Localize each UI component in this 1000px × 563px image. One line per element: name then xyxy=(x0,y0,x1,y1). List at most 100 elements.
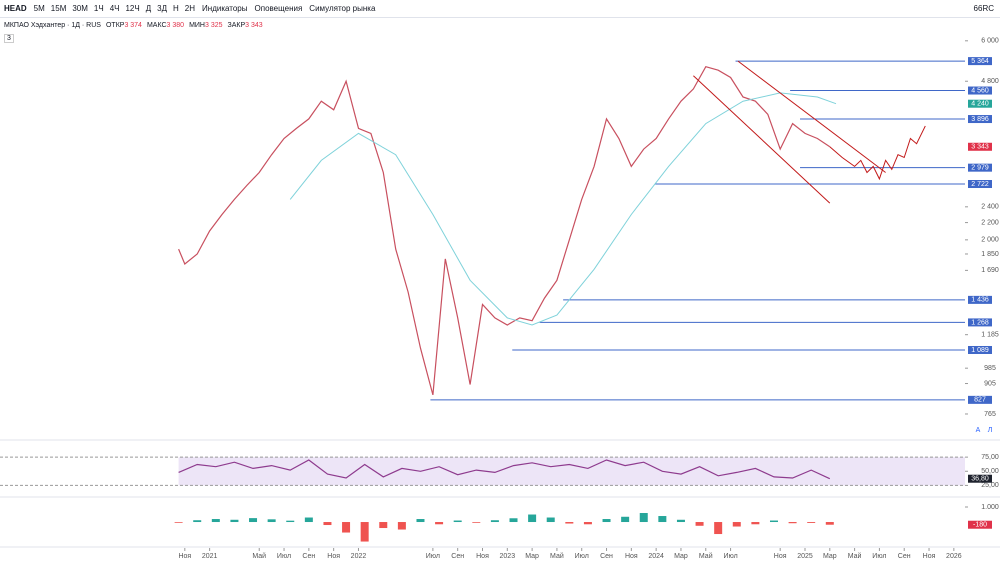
y-tick-label: 1 850 xyxy=(981,251,999,258)
x-tick-label: Мар xyxy=(674,553,688,560)
symbol[interactable]: HEAD xyxy=(4,4,27,13)
x-tick-label: Сен xyxy=(898,553,911,560)
level-tag xyxy=(968,318,992,327)
level-tag xyxy=(968,395,992,404)
y-tick-label: 4 800 xyxy=(981,78,999,85)
histogram-bar xyxy=(230,519,239,523)
x-tick-label: Ноя xyxy=(476,553,489,560)
level-label: 1 268 xyxy=(971,319,989,326)
x-tick-label: 2022 xyxy=(351,553,367,560)
account[interactable]: 66RC xyxy=(973,4,994,13)
histogram-bar xyxy=(509,518,518,523)
x-tick-label: Май xyxy=(252,552,266,560)
histogram-bar xyxy=(658,516,667,523)
price-tag-label: 3 343 xyxy=(971,144,989,151)
interval[interactable]: 15М xyxy=(50,4,67,13)
histogram-bar xyxy=(267,519,276,523)
x-tick-label: Июл xyxy=(575,553,589,560)
histogram-bar xyxy=(676,519,685,523)
x-tick-label: Сен xyxy=(451,553,464,560)
x-tick-label: Ноя xyxy=(923,553,936,560)
interval[interactable]: 2Н xyxy=(184,4,196,13)
ohlc-field: МИН3 325 xyxy=(189,22,222,29)
histogram-bar xyxy=(621,516,630,523)
replay-button[interactable]: Симулятор рынка xyxy=(309,4,376,13)
rsi-band xyxy=(178,457,966,486)
indicators-button[interactable]: Индикаторы xyxy=(202,4,248,13)
level-label: 1 089 xyxy=(971,347,989,354)
histogram-bar xyxy=(193,520,202,523)
level-label: 1 436 xyxy=(971,297,989,304)
histogram-bar xyxy=(528,514,537,523)
series-line xyxy=(829,125,926,181)
interval[interactable]: 1Ч xyxy=(93,4,104,13)
histogram-bar xyxy=(211,519,220,523)
legend: МКПАО Хэдхантер · 1Д · RUS ОТКР3 374 МАКС3… xyxy=(4,22,263,29)
ohlc-field: МАКС3 380 xyxy=(147,22,184,29)
histogram-bar xyxy=(304,517,313,523)
histogram-bar xyxy=(174,522,183,523)
series-line xyxy=(178,459,831,480)
y-tick-label: 25,00 xyxy=(981,482,999,489)
y-tick-label: 2 400 xyxy=(981,204,999,211)
histogram-bar xyxy=(453,520,462,523)
histogram-bar xyxy=(714,522,723,535)
histogram-bar xyxy=(546,517,555,523)
x-tick-label: 2021 xyxy=(202,553,218,560)
alerts-button[interactable]: Оповещения xyxy=(254,4,303,13)
interval[interactable]: 12Ч xyxy=(125,4,140,13)
x-tick-label: Июл xyxy=(872,553,886,560)
histogram-bar xyxy=(286,520,295,523)
x-tick-label: Июл xyxy=(723,553,737,560)
level-label: 827 xyxy=(974,397,986,404)
histogram-bar xyxy=(639,513,648,523)
ohlc-value: 3 325 xyxy=(204,22,223,29)
series-line xyxy=(178,65,831,396)
interval[interactable]: 3Д xyxy=(157,4,168,13)
level-label: 4 560 xyxy=(971,87,989,94)
level-tag xyxy=(968,180,992,189)
x-tick-label: Ноя xyxy=(327,553,340,560)
y-tick-label: 905 xyxy=(984,380,996,387)
histogram-bar xyxy=(435,522,444,525)
histogram-bar xyxy=(602,519,611,523)
intervals: 5М 15М 30М 1Ч 4Ч 12Ч Д 3Д Н 2Н xyxy=(34,4,195,13)
interval[interactable]: 5М xyxy=(33,4,45,13)
price-tag xyxy=(968,99,992,108)
y-tick-label: 1.000 xyxy=(981,504,999,511)
series-line xyxy=(693,75,831,204)
x-tick-label: 2025 xyxy=(797,553,813,560)
level-label: 2 979 xyxy=(971,165,989,172)
x-tick-label: 2026 xyxy=(946,553,962,560)
histogram-bar xyxy=(323,522,332,526)
level-label: 2 722 xyxy=(971,181,989,188)
x-tick-label: Ноя xyxy=(774,553,787,560)
histogram-bar xyxy=(751,522,760,525)
scale-button[interactable]: Л xyxy=(988,427,993,434)
interval[interactable]: 30М xyxy=(72,4,88,13)
y-tick-label: 1 185 xyxy=(981,332,999,339)
interval[interactable]: Д xyxy=(145,4,152,13)
interval[interactable]: 4Ч xyxy=(109,4,120,13)
interval[interactable]: Н xyxy=(173,4,179,13)
price-tag-label: 36,80 xyxy=(971,476,989,483)
level-tag xyxy=(968,295,992,304)
level-tag xyxy=(968,57,992,66)
histogram-bar xyxy=(360,522,369,542)
y-tick-label: 765 xyxy=(984,411,996,418)
ohlc-label: МИН xyxy=(189,22,205,29)
y-tick-label: 50,00 xyxy=(981,468,999,475)
price-tag-label: -180 xyxy=(973,522,987,529)
y-tick-label: 6 000 xyxy=(981,38,999,45)
x-tick-label: Ноя xyxy=(625,553,638,560)
scale-button[interactable]: A xyxy=(976,427,981,434)
histogram-bar xyxy=(825,522,834,525)
badge[interactable]: 3 xyxy=(4,34,14,43)
x-tick-label: Ноя xyxy=(178,553,191,560)
y-tick-label: 75,00 xyxy=(981,454,999,461)
ohlc-value: 3 380 xyxy=(166,22,185,29)
histogram-bar xyxy=(249,518,258,523)
x-tick-label: 2023 xyxy=(500,553,516,560)
x-tick-label: Мар xyxy=(823,553,837,560)
